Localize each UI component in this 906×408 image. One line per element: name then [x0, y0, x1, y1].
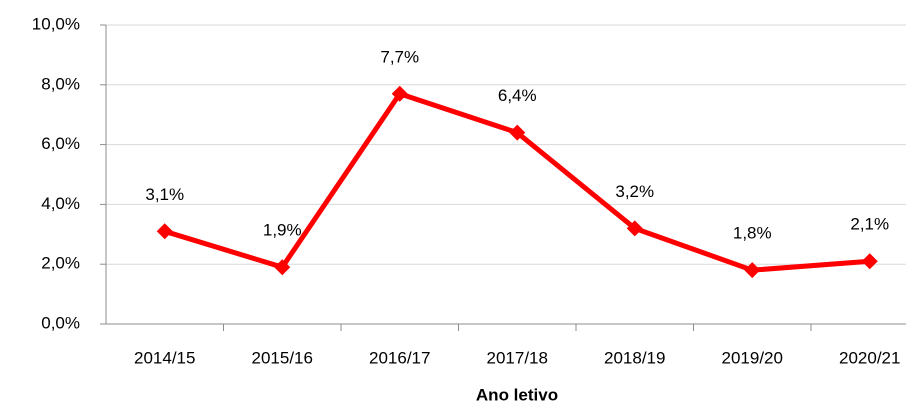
- data-label: 1,9%: [263, 221, 302, 240]
- x-axis-label: Ano letivo: [476, 385, 558, 404]
- marker: [861, 253, 878, 270]
- marker: [274, 259, 291, 276]
- y-tick-label: 8,0%: [41, 74, 80, 93]
- y-tick-label: 10,0%: [32, 14, 80, 33]
- marker: [509, 124, 526, 141]
- marker: [391, 85, 408, 102]
- x-tick-label: 2014/15: [134, 348, 195, 367]
- data-label: 3,1%: [145, 185, 184, 204]
- series-line: [164, 91, 870, 273]
- x-tick-label: 2019/20: [722, 348, 783, 367]
- data-label: 7,7%: [380, 47, 419, 66]
- y-tick-label: 2,0%: [41, 254, 80, 273]
- marker: [744, 262, 761, 279]
- marker: [626, 220, 643, 237]
- x-tick-label: 2018/19: [604, 348, 665, 367]
- x-tick-label: 2020/21: [839, 348, 900, 367]
- marker: [156, 223, 173, 240]
- x-tick-label: 2016/17: [369, 348, 430, 367]
- data-label: 6,4%: [498, 86, 537, 105]
- x-tick-label: 2015/16: [252, 348, 313, 367]
- data-label: 1,8%: [733, 224, 772, 243]
- data-label: 3,2%: [615, 182, 654, 201]
- y-tick-label: 6,0%: [41, 134, 80, 153]
- y-tick-label: 4,0%: [41, 194, 80, 213]
- y-tick-label: 0,0%: [41, 313, 80, 332]
- data-label: 2,1%: [850, 215, 889, 234]
- x-tick-label: 2017/18: [487, 348, 548, 367]
